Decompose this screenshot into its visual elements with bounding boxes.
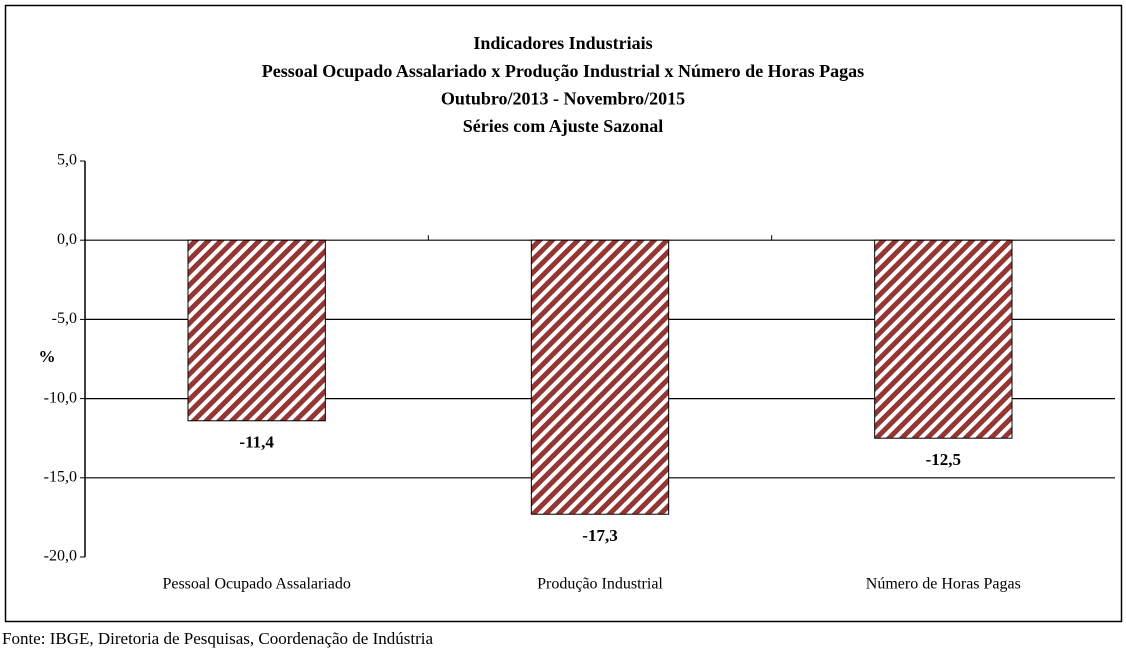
x-tick-label: Produção Industrial xyxy=(537,576,663,593)
y-tick-label: -5,0 xyxy=(52,310,77,327)
bar xyxy=(874,239,1013,439)
x-tick-label: Número de Horas Pagas xyxy=(866,576,1021,593)
y-tick-label: -15,0 xyxy=(44,468,77,485)
y-tick-label: 0,0 xyxy=(57,231,77,248)
chart-title: Séries com Ajuste Sazonal xyxy=(463,116,663,136)
y-axis-label: % xyxy=(39,347,56,366)
chart-title: Pessoal Ocupado Assalariado x Produção I… xyxy=(262,61,864,81)
bar xyxy=(530,239,670,515)
chart-title: Indicadores Industriais xyxy=(473,33,652,53)
y-tick-label: -20,0 xyxy=(44,548,77,565)
data-label: -17,3 xyxy=(582,526,617,545)
data-label: -11,4 xyxy=(239,433,274,452)
x-tick-label: Pessoal Ocupado Assalariado xyxy=(162,576,350,593)
chart-border xyxy=(4,4,1123,623)
y-tick-label: 5,0 xyxy=(57,152,77,169)
data-label: -12,5 xyxy=(926,450,961,469)
source-note: Fonte: IBGE, Diretoria de Pesquisas, Coo… xyxy=(2,629,433,648)
chart-title: Outubro/2013 - Novembro/2015 xyxy=(441,89,685,109)
bar xyxy=(187,239,326,422)
y-tick-label: -10,0 xyxy=(44,389,77,406)
